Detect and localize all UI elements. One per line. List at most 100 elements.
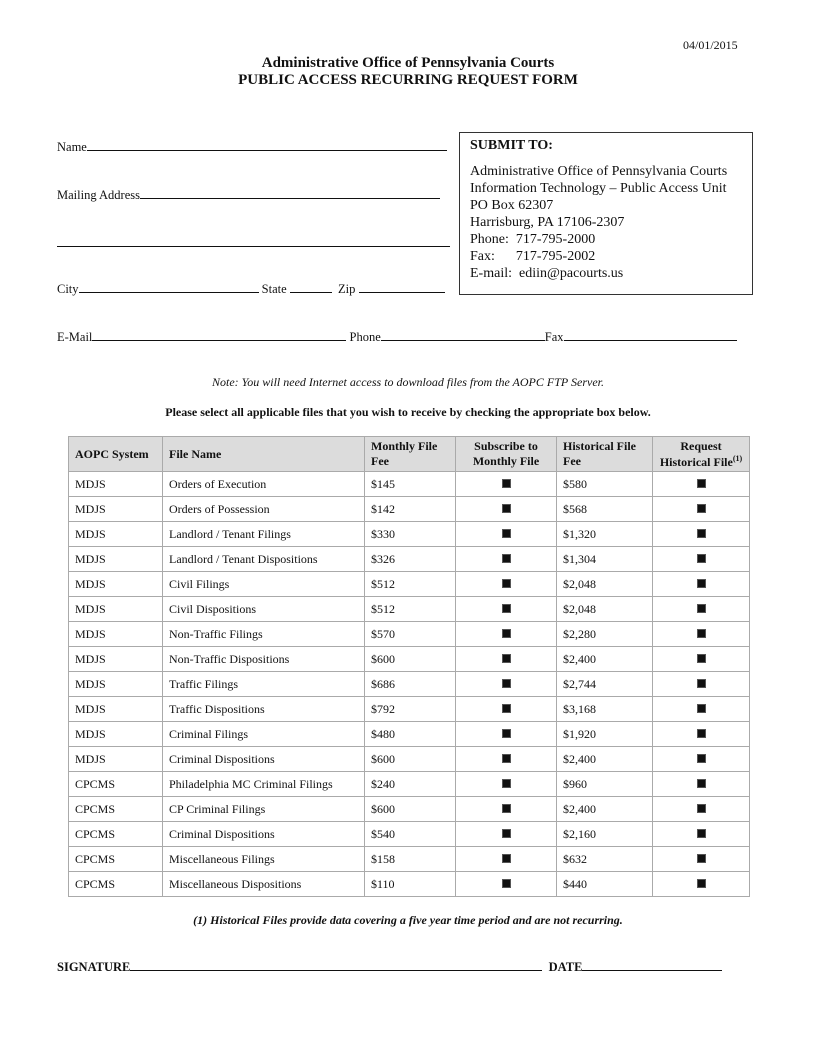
col-subscribe: Subscribe to Monthly File: [455, 436, 557, 472]
table-row: MDJS Landlord / Tenant Filings $330 $1,320: [68, 521, 750, 547]
subscribe-monthly-checkbox[interactable]: [500, 577, 512, 589]
request-historical-checkbox[interactable]: [695, 827, 707, 839]
submit-fax: Fax: 717-795-2002: [470, 249, 596, 264]
monthly-fee-cell: $330: [364, 521, 456, 547]
subscribe-monthly-cell: [455, 521, 557, 547]
subscribe-monthly-checkbox[interactable]: [500, 602, 512, 614]
historical-fee-cell: $1,920: [556, 721, 653, 747]
signature-field[interactable]: SIGNATURE DATE: [57, 958, 723, 975]
subscribe-monthly-checkbox[interactable]: [500, 502, 512, 514]
request-historical-cell: [652, 621, 750, 647]
subscribe-monthly-checkbox[interactable]: [500, 527, 512, 539]
request-historical-cell: [652, 671, 750, 697]
subscribe-monthly-checkbox[interactable]: [500, 827, 512, 839]
subscribe-monthly-checkbox[interactable]: [500, 702, 512, 714]
system-cell: MDJS: [68, 471, 163, 497]
submit-line: Administrative Office of Pennsylvania Co…: [470, 164, 728, 179]
mailing-address-field[interactable]: Mailing Address: [57, 186, 440, 203]
file-name-cell: Civil Dispositions: [162, 596, 365, 622]
subscribe-monthly-cell: [455, 721, 557, 747]
request-historical-checkbox[interactable]: [695, 877, 707, 889]
request-historical-checkbox[interactable]: [695, 552, 707, 564]
address-line-2[interactable]: [57, 246, 450, 247]
monthly-fee-cell: $240: [364, 771, 456, 797]
subscribe-monthly-checkbox[interactable]: [500, 727, 512, 739]
submit-line: Harrisburg, PA 17106-2307: [470, 215, 625, 230]
table-row: MDJS Traffic Filings $686 $2,744: [68, 671, 750, 697]
subscribe-monthly-checkbox[interactable]: [500, 752, 512, 764]
subscribe-monthly-checkbox[interactable]: [500, 652, 512, 664]
subscribe-monthly-checkbox[interactable]: [500, 852, 512, 864]
request-historical-cell: [652, 546, 750, 572]
request-historical-checkbox[interactable]: [695, 652, 707, 664]
historical-fee-cell: $568: [556, 496, 653, 522]
monthly-fee-cell: $145: [364, 471, 456, 497]
submit-line: PO Box 62307: [470, 198, 554, 213]
request-historical-cell: [652, 521, 750, 547]
file-name-cell: Orders of Possession: [162, 496, 365, 522]
form-title: PUBLIC ACCESS RECURRING REQUEST FORM: [238, 72, 578, 88]
request-historical-checkbox[interactable]: [695, 627, 707, 639]
request-historical-checkbox[interactable]: [695, 802, 707, 814]
monthly-fee-cell: $600: [364, 796, 456, 822]
historical-fee-cell: $1,320: [556, 521, 653, 547]
fax-label: Fax: [544, 330, 564, 344]
request-historical-checkbox[interactable]: [695, 752, 707, 764]
request-historical-checkbox[interactable]: [695, 527, 707, 539]
system-cell: CPCMS: [68, 871, 163, 897]
table-row: CPCMS Miscellaneous Dispositions $110 $440: [68, 871, 750, 897]
system-cell: MDJS: [68, 696, 163, 722]
file-name-cell: Miscellaneous Filings: [162, 846, 365, 872]
monthly-fee-cell: $142: [364, 496, 456, 522]
mailing-label: Mailing Address: [57, 188, 140, 202]
subscribe-monthly-checkbox[interactable]: [500, 777, 512, 789]
subscribe-monthly-checkbox[interactable]: [500, 627, 512, 639]
request-historical-checkbox[interactable]: [695, 502, 707, 514]
name-field[interactable]: Name: [57, 138, 447, 155]
system-cell: MDJS: [68, 746, 163, 772]
table-row: MDJS Civil Dispositions $512 $2,048: [68, 596, 750, 622]
historical-fee-cell: $1,304: [556, 546, 653, 572]
request-historical-checkbox[interactable]: [695, 852, 707, 864]
historical-fee-cell: $2,400: [556, 746, 653, 772]
system-cell: MDJS: [68, 621, 163, 647]
phone-label: Phone: [349, 330, 381, 344]
file-name-cell: Traffic Filings: [162, 671, 365, 697]
subscribe-monthly-checkbox[interactable]: [500, 802, 512, 814]
city-state-zip-fields[interactable]: City State Zip: [57, 280, 445, 297]
submit-phone: Phone: 717-795-2000: [470, 232, 596, 247]
request-historical-checkbox[interactable]: [695, 577, 707, 589]
system-cell: MDJS: [68, 546, 163, 572]
request-historical-checkbox[interactable]: [695, 777, 707, 789]
system-cell: CPCMS: [68, 821, 163, 847]
table-row: MDJS Civil Filings $512 $2,048: [68, 571, 750, 597]
historical-fee-cell: $580: [556, 471, 653, 497]
system-cell: CPCMS: [68, 796, 163, 822]
request-historical-checkbox[interactable]: [695, 727, 707, 739]
subscribe-monthly-checkbox[interactable]: [500, 677, 512, 689]
historical-fee-cell: $2,280: [556, 621, 653, 647]
historical-fee-cell: $440: [556, 871, 653, 897]
system-cell: MDJS: [68, 646, 163, 672]
table-row: CPCMS Criminal Dispositions $540 $2,160: [68, 821, 750, 847]
submit-heading: SUBMIT TO:: [470, 138, 553, 153]
request-historical-checkbox[interactable]: [695, 677, 707, 689]
request-historical-checkbox[interactable]: [695, 602, 707, 614]
subscribe-monthly-checkbox[interactable]: [500, 877, 512, 889]
monthly-fee-cell: $158: [364, 846, 456, 872]
table-row: CPCMS Philadelphia MC Criminal Filings $24…: [68, 771, 750, 797]
note: Note: You will need Internet access to d…: [212, 375, 604, 389]
contact-fields[interactable]: E-Mail Phone Fax: [57, 328, 737, 345]
email-label: E-Mail: [57, 330, 93, 344]
request-historical-cell: [652, 471, 750, 497]
subscribe-monthly-checkbox[interactable]: [500, 477, 512, 489]
subscribe-monthly-checkbox[interactable]: [500, 552, 512, 564]
file-name-cell: CP Criminal Filings: [162, 796, 365, 822]
system-cell: MDJS: [68, 671, 163, 697]
request-historical-checkbox[interactable]: [695, 477, 707, 489]
subscribe-monthly-cell: [455, 696, 557, 722]
file-name-cell: Criminal Dispositions: [162, 746, 365, 772]
request-historical-cell: [652, 821, 750, 847]
request-historical-checkbox[interactable]: [695, 702, 707, 714]
monthly-fee-cell: $570: [364, 621, 456, 647]
